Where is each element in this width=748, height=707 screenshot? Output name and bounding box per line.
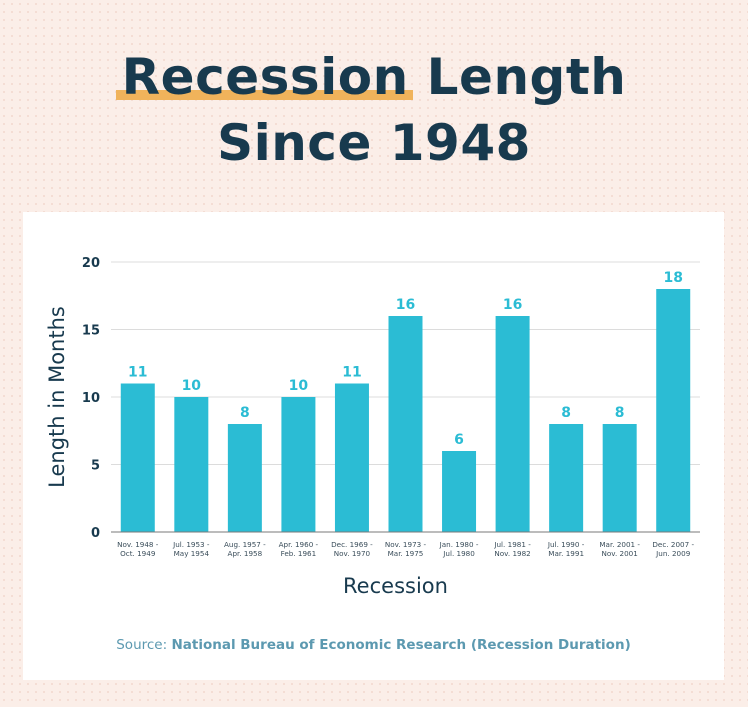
bar-value-label: 8: [561, 405, 571, 421]
bar: [388, 316, 423, 532]
x-axis-ticks: Nov. 1948 -Oct. 1949 Jul. 1953 -May 1954 A…: [117, 540, 694, 558]
bar-value-label: 10: [182, 378, 202, 394]
bar: [442, 451, 477, 532]
bar: [281, 397, 316, 532]
source-note: Source: National Bureau of Economic Rese…: [23, 637, 724, 653]
x-tick-label: Jul. 1990 -Mar. 1991: [547, 540, 585, 558]
x-tick-label: Nov. 1973 -Mar. 1975: [385, 540, 427, 558]
bar: [120, 383, 155, 532]
bar: [227, 424, 262, 532]
x-tick-label: Nov. 1948 -Oct. 1949: [117, 540, 159, 558]
bars: [120, 289, 691, 532]
bar: [602, 424, 637, 532]
y-tick-label: 5: [91, 459, 100, 474]
bar-value-label: 8: [240, 405, 250, 421]
bar-value-label: 8: [615, 405, 625, 421]
y-tick-label: 20: [82, 256, 100, 271]
bar-value-label: 16: [396, 297, 415, 313]
x-tick-label: Dec. 1969 -Nov. 1970: [331, 540, 373, 558]
source-prefix: Source:: [116, 637, 168, 653]
bar-value-label: 18: [663, 270, 682, 286]
bar-value-label: 11: [342, 365, 361, 381]
title-line-1: Recession Length: [0, 44, 748, 110]
bar: [549, 424, 584, 532]
x-tick-label: Apr. 1960 -Feb. 1961: [279, 540, 319, 558]
x-tick-label: Jan. 1980 -Jul. 1980: [439, 540, 479, 558]
y-axis-title: Length in Months: [45, 306, 69, 488]
y-axis-ticks: 0 5 10 15 20: [82, 256, 100, 541]
bar-value-label: 6: [454, 432, 464, 448]
y-tick-label: 15: [82, 324, 100, 339]
y-tick-label: 0: [91, 526, 100, 541]
x-tick-label: Dec. 2007 -Jun. 2009: [652, 540, 694, 558]
title-line-1-rest: Length: [426, 48, 627, 106]
bar: [495, 316, 530, 532]
bar: [656, 289, 691, 532]
bar-value-label: 10: [289, 378, 309, 394]
page-title: Recession Length Since 1948: [0, 44, 748, 176]
x-tick-label: Mar. 2001 -Nov. 2001: [599, 540, 640, 558]
x-tick-label: Aug. 1957 -Apr. 1958: [224, 540, 266, 558]
bar: [174, 397, 209, 532]
title-line-2: Since 1948: [217, 114, 531, 172]
source-text: National Bureau of Economic Research (Re…: [171, 637, 631, 653]
bar-value-label: 11: [128, 365, 147, 381]
bar-chart: 0 5 10 15 20 11 10 8 10 11 16 6 16 8 8 18 Nov. 1948 -O…: [45, 256, 700, 598]
x-tick-label: Jul. 1953 -May 1954: [172, 540, 210, 558]
value-labels: 11 10 8 10 11 16 6 16 8 8 18: [128, 270, 683, 448]
y-tick-label: 10: [82, 391, 100, 406]
chart-card: 0 5 10 15 20 11 10 8 10 11 16 6 16 8 8 18 Nov. 1948 -O…: [23, 212, 724, 680]
bar-value-label: 16: [503, 297, 522, 313]
x-tick-label: Jul. 1981 -Nov. 1982: [493, 540, 531, 558]
bar: [334, 383, 369, 532]
title-highlight-word: Recession: [115, 44, 413, 110]
x-axis-title: Recession: [343, 574, 448, 598]
